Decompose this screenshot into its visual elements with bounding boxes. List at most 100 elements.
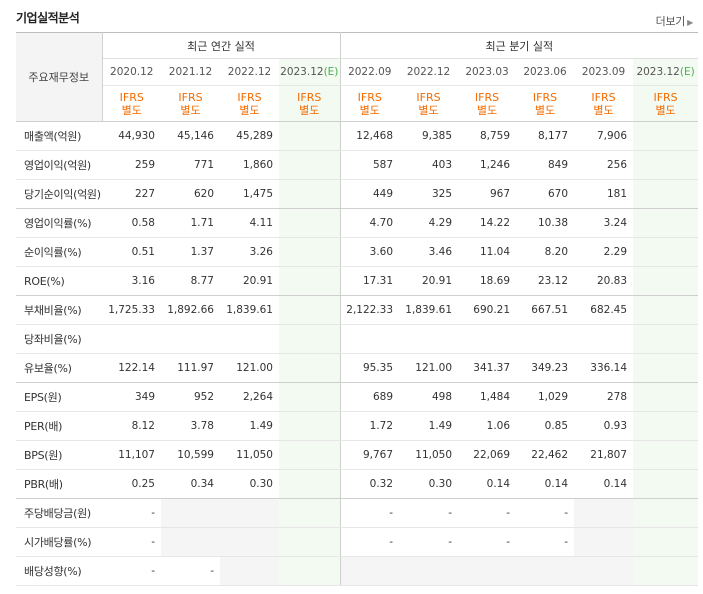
quarter-cell: 1,029 [516, 382, 575, 412]
quarter-cell: 0.14 [574, 469, 634, 499]
date-label: 2023.12 [280, 66, 324, 78]
quarter-cell: 23.12 [516, 266, 575, 296]
annual-cell [161, 527, 220, 557]
quarter-cell: - [516, 527, 575, 557]
annual-cell: 1,860 [220, 150, 279, 180]
quarter-cell: 20.83 [574, 266, 634, 296]
table-header: 주요재무정보 최근 연간 실적 최근 분기 실적 2020.12 2021.12 2… [16, 32, 699, 122]
ifrs-bottom: 별도 [121, 103, 142, 117]
annual-cell: 11,107 [102, 440, 161, 470]
ifrs-top: IFRS [297, 90, 322, 104]
quarter-cell: 22,069 [458, 440, 517, 470]
table-row: 당좌비율(%) [16, 324, 699, 354]
annual-cell: 0.34 [161, 469, 220, 499]
ifrs-bottom: 별도 [593, 103, 614, 117]
quarter-cell: 0.14 [516, 469, 575, 499]
quarter-cell: 403 [399, 150, 459, 180]
ifrs-label: IFRS 별도 [220, 85, 279, 122]
more-link-label: 더보기 [655, 15, 686, 28]
section-title: 기업실적분석 [16, 11, 80, 25]
table-row: PER(배) 8.12 3.78 1.49 1.72 1.49 1.06 0.85 0.93 [16, 411, 699, 441]
annual-cell: 952 [161, 382, 220, 412]
quarter-cell: 3.24 [574, 208, 634, 238]
quarter-cell: 8.20 [516, 237, 575, 267]
quarter-cell: 8,759 [458, 121, 517, 151]
annual-cell: 1.49 [220, 411, 279, 441]
quarter-cell: 682.45 [574, 295, 634, 325]
annual-cell [279, 411, 341, 441]
quarter-cell: 95.35 [340, 353, 400, 383]
annual-cell: 111.97 [161, 353, 220, 383]
quarter-cell: 336.14 [574, 353, 634, 383]
date-label: 2020.12 [110, 66, 154, 78]
quarter-cell: 18.69 [458, 266, 517, 296]
quarter-cell [399, 324, 459, 354]
ifrs-bottom: 별도 [180, 103, 201, 117]
ifrs-bottom: 별도 [299, 103, 320, 117]
annual-cell [279, 498, 341, 528]
row-label: 배당성향(%) [16, 556, 102, 586]
quarter-cell: 12,468 [340, 121, 400, 151]
quarter-cell: - [399, 498, 459, 528]
annual-cell [279, 179, 341, 209]
estimate-mark: (E) [679, 66, 695, 78]
quarter-cell: 498 [399, 382, 459, 412]
table-row: PBR(배) 0.25 0.34 0.30 0.32 0.30 0.14 0.14 0.14 [16, 469, 699, 499]
quarter-cell [633, 324, 699, 354]
quarter-cell: 0.30 [399, 469, 459, 499]
ifrs-label: IFRS 별도 [340, 85, 400, 122]
annual-cell [161, 498, 220, 528]
quarter-cell: 667.51 [516, 295, 575, 325]
quarter-cell: 8,177 [516, 121, 575, 151]
quarter-cell [633, 556, 699, 586]
annual-cell: 1.37 [161, 237, 220, 267]
date-label: 2023.12 [636, 66, 680, 78]
annual-cell [220, 324, 279, 354]
ifrs-bottom: 별도 [534, 103, 556, 117]
date-label: 2022.12 [406, 66, 451, 78]
quarter-cell: - [458, 498, 517, 528]
annual-date-header: 2022.12 [220, 58, 279, 86]
annual-cell: 10,599 [161, 440, 220, 470]
quarter-cell: 7,906 [574, 121, 634, 151]
quarter-cell: - [516, 498, 575, 528]
ifrs-top: IFRS [591, 90, 616, 104]
ifrs-bottom: 별도 [476, 103, 498, 117]
ifrs-bottom: 별도 [359, 103, 380, 117]
ifrs-label: IFRS 별도 [102, 85, 161, 122]
annual-cell: 227 [102, 179, 161, 209]
annual-group-title: 최근 연간 실적 [102, 32, 341, 59]
table-row: 매출액(억원) 44,930 45,146 45,289 12,468 9,385 8,75… [16, 121, 699, 151]
quarter-date-header: 2023.06 [516, 58, 575, 86]
annual-cell: - [102, 498, 161, 528]
quarter-cell: 0.32 [340, 469, 400, 499]
annual-cell: 20.91 [220, 266, 279, 296]
quarter-cell: 1.72 [340, 411, 400, 441]
date-label: 2023.09 [581, 66, 626, 78]
annual-cell [279, 208, 341, 238]
annual-cell: 0.58 [102, 208, 161, 238]
date-label: 2023.06 [523, 66, 567, 78]
annual-cell: 0.30 [220, 469, 279, 499]
ifrs-top: IFRS [237, 90, 262, 104]
more-link[interactable]: 더보기 ▶ [655, 13, 694, 29]
annual-cell [279, 469, 341, 499]
annual-date-header: 2021.12 [161, 58, 220, 86]
ifrs-label: IFRS 별도 [458, 85, 517, 122]
row-label: PER(배) [16, 411, 102, 441]
quarter-cell: 449 [340, 179, 400, 209]
annual-cell: 8.12 [102, 411, 161, 441]
quarter-cell: 1,484 [458, 382, 517, 412]
quarter-cell: 121.00 [399, 353, 459, 383]
ifrs-top: IFRS [532, 90, 558, 104]
ifrs-label: IFRS 별도 [399, 85, 459, 122]
quarter-cell: 670 [516, 179, 575, 209]
annual-cell [279, 295, 341, 325]
table-row: 영업이익률(%) 0.58 1.71 4.11 4.70 4.29 14.22 10.38 3.… [16, 208, 699, 238]
quarter-cell [458, 556, 517, 586]
quarter-cell [458, 324, 517, 354]
quarter-cell [399, 556, 459, 586]
annual-cell: 8.77 [161, 266, 220, 296]
quarter-date-header: 2023.12(E) [633, 58, 699, 86]
quarter-cell: 1,246 [458, 150, 517, 180]
